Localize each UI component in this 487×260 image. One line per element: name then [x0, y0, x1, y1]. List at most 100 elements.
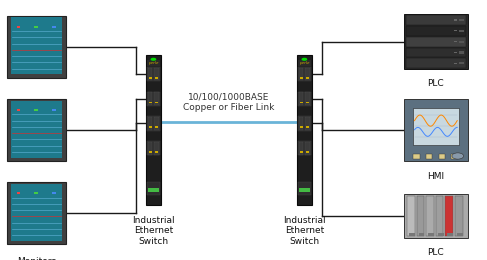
Bar — [459, 41, 464, 43]
Bar — [306, 126, 309, 128]
Bar — [299, 92, 303, 105]
Bar — [451, 154, 458, 159]
Bar — [299, 117, 303, 130]
Bar — [404, 194, 468, 238]
Bar — [298, 60, 311, 66]
Bar — [148, 68, 152, 80]
Bar — [146, 55, 161, 205]
Circle shape — [452, 153, 464, 159]
Bar — [7, 182, 66, 244]
Text: PLC: PLC — [428, 248, 444, 257]
Bar — [305, 68, 310, 80]
Bar — [147, 92, 160, 106]
Bar — [7, 16, 66, 78]
Bar — [413, 108, 459, 145]
Bar — [148, 142, 152, 154]
Bar — [52, 109, 56, 111]
Text: perle: perle — [299, 61, 310, 65]
Bar — [52, 26, 56, 28]
Bar — [446, 196, 453, 236]
Bar — [147, 116, 160, 131]
Bar — [149, 102, 152, 103]
Bar — [455, 196, 463, 236]
Text: PLC: PLC — [428, 79, 444, 88]
Bar — [417, 196, 424, 236]
Text: perle: perle — [148, 61, 159, 65]
Bar — [17, 109, 20, 111]
Bar — [406, 37, 466, 47]
Bar — [298, 182, 311, 195]
Bar — [438, 233, 444, 236]
Text: Industrial
Ethernet
Switch: Industrial Ethernet Switch — [283, 216, 326, 246]
Bar — [11, 101, 62, 158]
Bar — [454, 52, 457, 53]
Bar — [459, 51, 464, 54]
Bar — [407, 196, 415, 236]
Text: Monitors: Monitors — [17, 257, 56, 260]
Bar — [457, 233, 463, 236]
Circle shape — [301, 58, 307, 61]
Bar — [300, 102, 303, 103]
Bar — [459, 30, 464, 32]
Bar — [404, 14, 468, 69]
Bar — [299, 188, 310, 192]
Bar — [454, 30, 457, 31]
Bar — [306, 151, 309, 153]
Bar — [459, 19, 464, 21]
Bar — [298, 141, 311, 155]
Bar — [406, 48, 466, 57]
Bar — [299, 68, 303, 80]
Bar — [305, 142, 310, 154]
Bar — [297, 55, 312, 205]
Bar — [147, 182, 160, 195]
Bar — [147, 67, 160, 81]
Bar — [406, 15, 466, 25]
Bar — [305, 117, 310, 130]
Bar — [147, 141, 160, 155]
Bar — [34, 192, 38, 194]
Bar — [406, 58, 466, 68]
Circle shape — [150, 58, 156, 61]
Bar — [305, 92, 310, 105]
Bar — [149, 126, 152, 128]
Bar — [409, 233, 415, 236]
Bar — [147, 60, 160, 66]
Bar — [155, 77, 158, 79]
Bar — [298, 67, 311, 81]
Bar — [406, 26, 466, 36]
Bar — [439, 154, 445, 159]
Bar — [148, 188, 159, 192]
Bar — [34, 109, 38, 111]
Bar — [155, 151, 158, 153]
Bar — [306, 102, 309, 103]
Text: 10/100/1000BASE
Copper or Fiber Link: 10/100/1000BASE Copper or Fiber Link — [183, 92, 275, 112]
Bar — [154, 92, 159, 105]
Bar — [300, 151, 303, 153]
Bar — [149, 77, 152, 79]
Bar — [300, 126, 303, 128]
Bar — [148, 117, 152, 130]
Bar — [17, 26, 20, 28]
Bar — [299, 142, 303, 154]
Bar — [428, 233, 434, 236]
Bar — [426, 154, 432, 159]
Bar — [454, 63, 457, 64]
Bar — [149, 151, 152, 153]
Bar — [17, 192, 20, 194]
Bar — [154, 142, 159, 154]
Bar — [404, 99, 468, 161]
Bar — [419, 233, 424, 236]
Bar — [7, 99, 66, 161]
Text: HMI: HMI — [427, 172, 445, 181]
Bar — [298, 116, 311, 131]
Bar — [426, 196, 434, 236]
Bar — [11, 17, 62, 74]
Bar — [436, 196, 444, 236]
Bar — [298, 92, 311, 106]
Bar — [454, 41, 457, 42]
Bar — [413, 154, 420, 159]
Bar — [148, 92, 152, 105]
Bar — [155, 126, 158, 128]
Bar — [454, 19, 457, 21]
Bar — [154, 68, 159, 80]
